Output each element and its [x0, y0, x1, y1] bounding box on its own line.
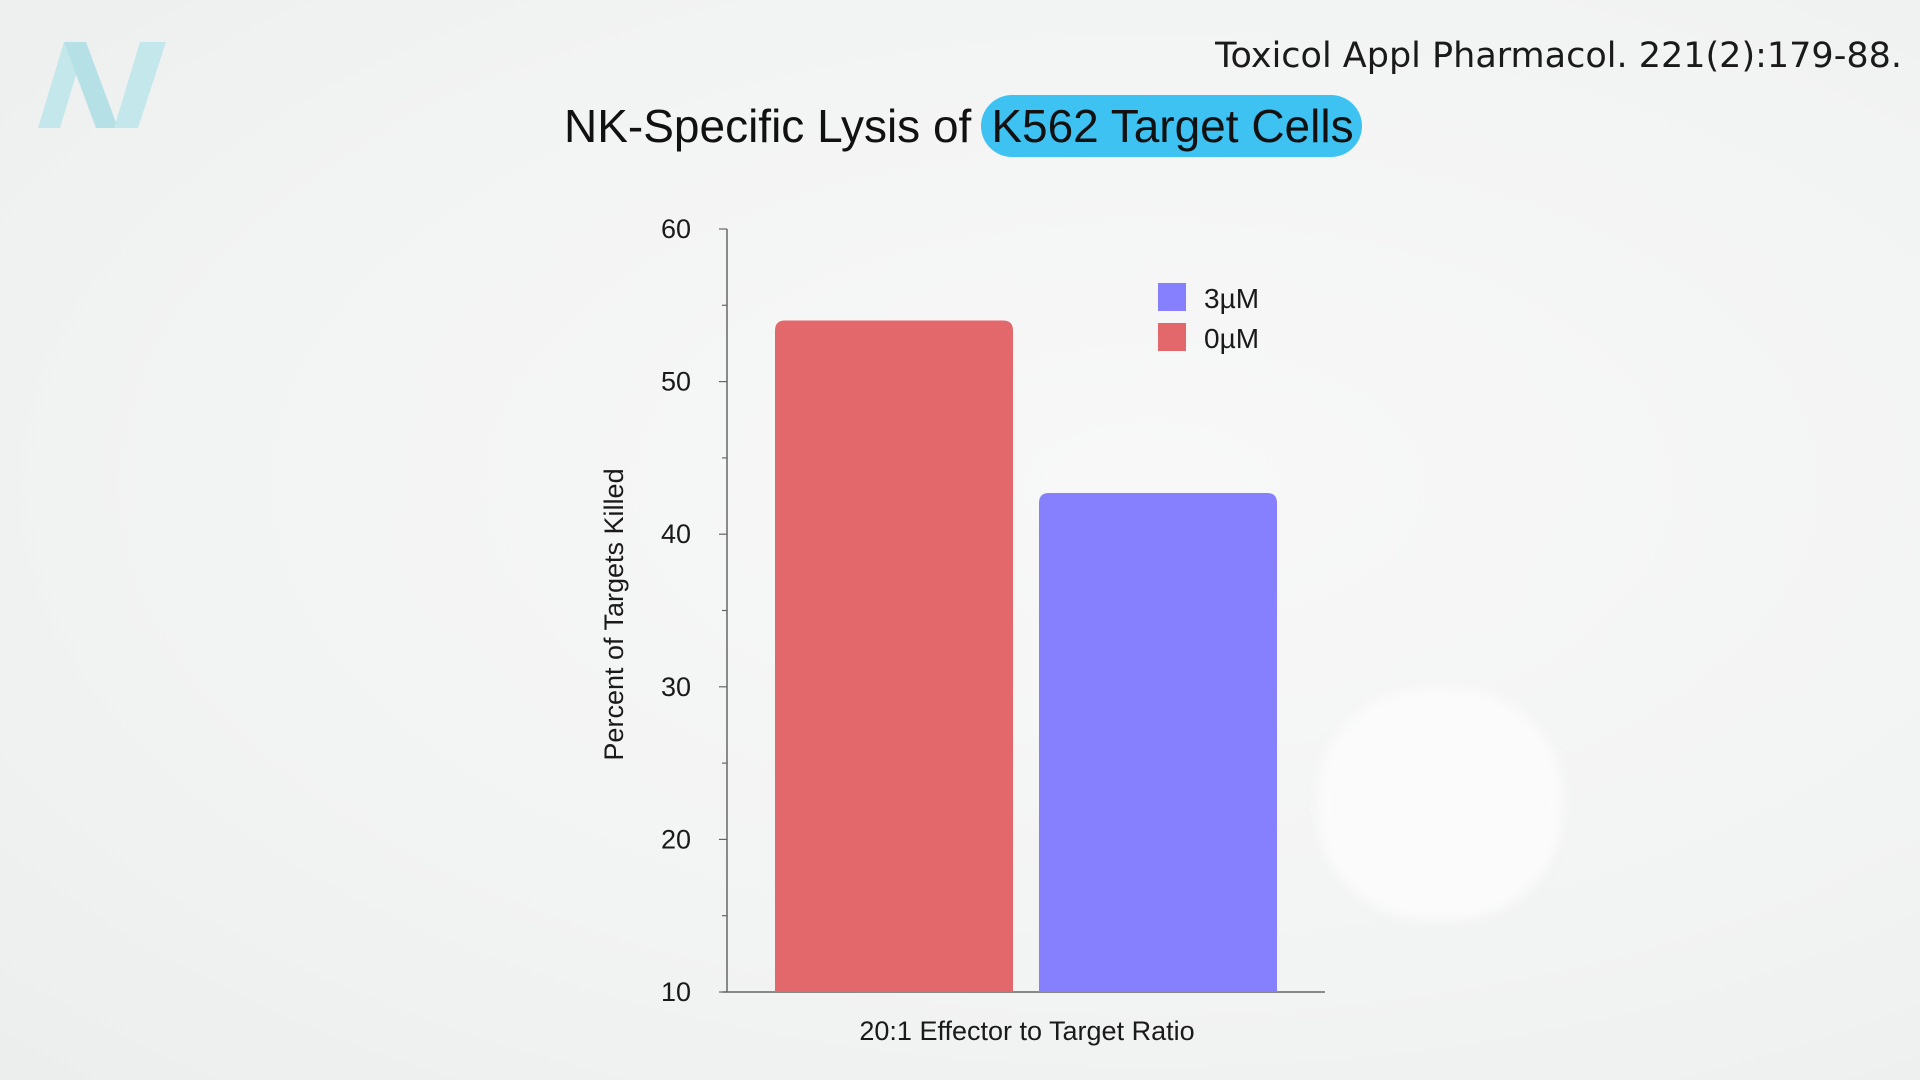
- legend-label: 3µM: [1204, 283, 1259, 314]
- chart-title: NK-Specific Lysis of K562 Target Cells: [564, 92, 1362, 160]
- y-tick-label: 20: [661, 824, 691, 854]
- legend-label: 0µM: [1204, 323, 1259, 354]
- y-tick-label: 30: [661, 672, 691, 702]
- y-tick-label: 40: [661, 519, 691, 549]
- y-tick-label: 60: [661, 214, 691, 244]
- legend-swatch: [1158, 323, 1186, 351]
- y-tick-label: 10: [661, 977, 691, 1007]
- chart-title-highlight: K562 Target Cells: [981, 95, 1362, 157]
- logo-diagonal-stroke: [64, 42, 118, 128]
- bar-3uM: [1039, 492, 1277, 992]
- chart-axes: 10 20 30 40 50 60 Percent of Targets Killed 20:…: [599, 214, 1325, 1046]
- logo-right-stroke: [114, 42, 166, 128]
- logo-icon: [38, 42, 166, 128]
- x-axis-label: 20:1 Effector to Target Ratio: [859, 1016, 1194, 1046]
- chart-bars: [775, 320, 1277, 992]
- chart-title-prefix: NK-Specific Lysis of: [564, 100, 972, 152]
- citation: Toxicol Appl Pharmacol. 221(2):179-88.: [1215, 36, 1902, 76]
- y-axis-label: Percent of Targets Killed: [599, 468, 629, 760]
- background-blob: [1318, 688, 1562, 920]
- y-tick-label: 50: [661, 367, 691, 397]
- legend-swatch: [1158, 283, 1186, 311]
- bar-0uM: [775, 320, 1013, 992]
